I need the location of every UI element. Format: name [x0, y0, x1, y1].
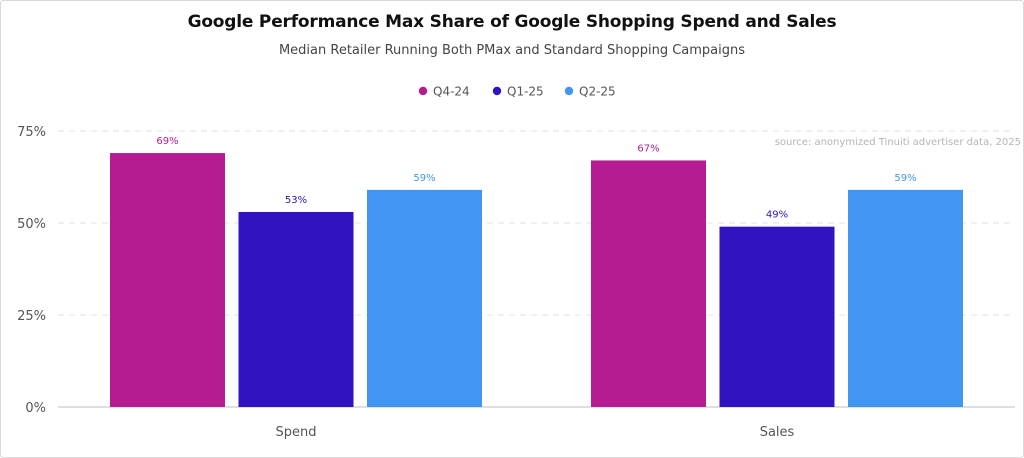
bar	[591, 160, 706, 407]
legend-marker	[564, 86, 574, 96]
data-label: 49%	[766, 210, 788, 221]
y-tick-label: 25%	[17, 309, 46, 324]
data-label: 59%	[894, 173, 916, 184]
chart-subtitle: Median Retailer Running Both PMax and St…	[278, 43, 746, 58]
data-label: 53%	[285, 195, 307, 206]
data-label: 59%	[413, 173, 435, 184]
legend-label: Q2-25	[579, 85, 616, 99]
legend-marker	[418, 86, 428, 96]
legend-marker	[492, 86, 502, 96]
bar	[238, 211, 354, 407]
chart-title: Google Performance Max Share of Google S…	[187, 12, 837, 32]
x-category-label: Sales	[760, 425, 795, 440]
legend-label: Q4-24	[433, 85, 470, 99]
y-tick-label: 0%	[25, 401, 46, 416]
legend-label: Q1-25	[507, 85, 544, 99]
source-annotation: source: anonymized Tinuiti advertiser da…	[775, 137, 1021, 148]
bar	[848, 189, 963, 407]
data-label: 69%	[156, 136, 178, 147]
bar	[719, 226, 835, 407]
y-tick-label: 50%	[17, 217, 46, 232]
bar	[367, 189, 482, 407]
y-tick-label: 75%	[17, 125, 46, 140]
data-label: 67%	[637, 143, 659, 154]
x-category-label: Spend	[276, 425, 317, 440]
bar	[110, 153, 225, 407]
